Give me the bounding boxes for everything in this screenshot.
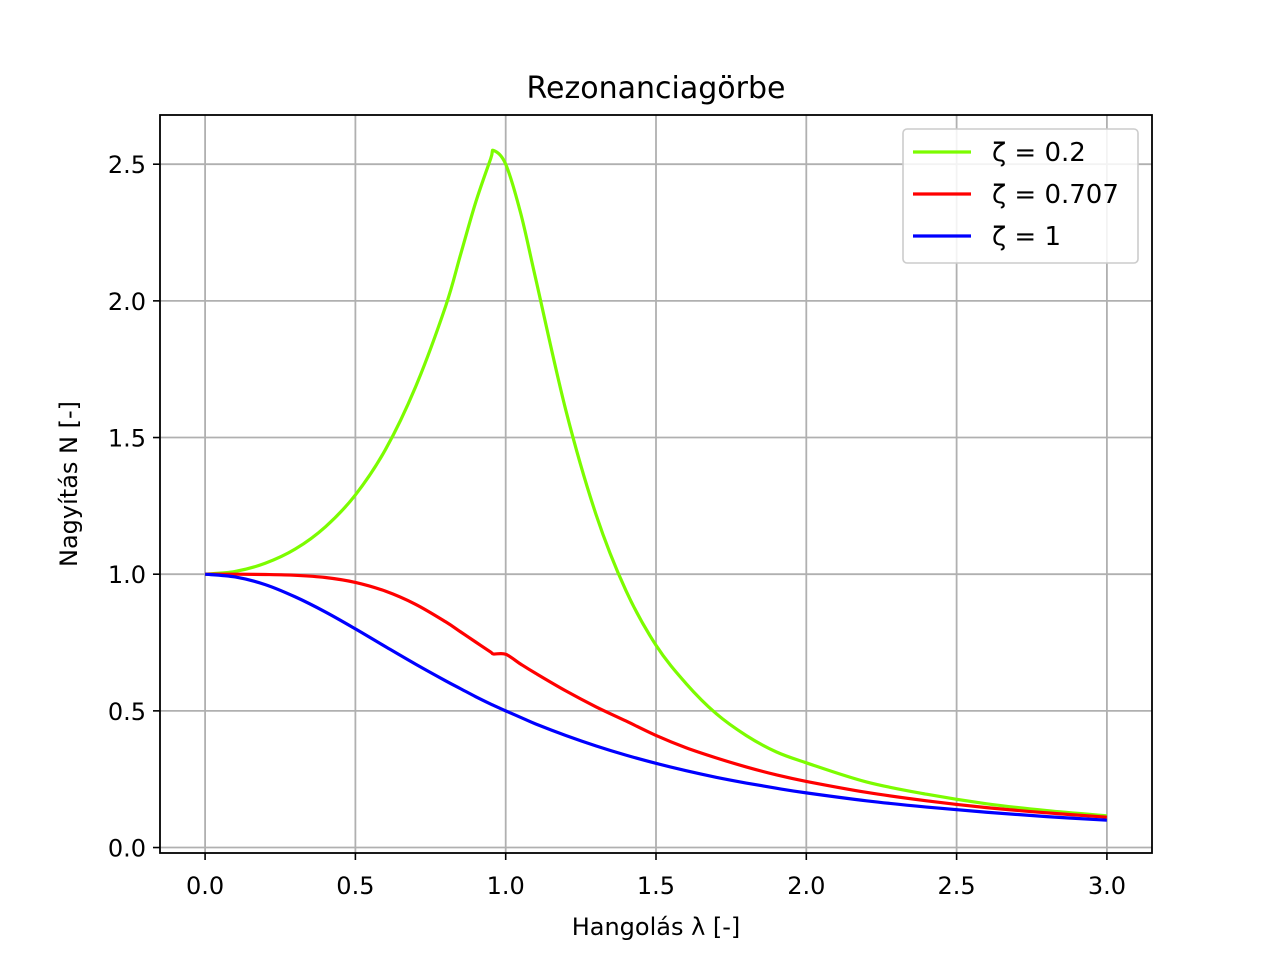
legend-label-3: ζ = 1: [992, 222, 1061, 252]
y-axis-label: Nagyítás N [-]: [55, 401, 83, 567]
y-tick-label: 1.0: [108, 561, 146, 589]
legend-label-2: ζ = 0.707: [992, 180, 1119, 210]
series-line-2: [205, 572, 1108, 819]
x-axis-ticks: 0.0 0.5 1.0 1.5 2.0 2.5 3.0: [186, 853, 1126, 900]
y-tick-label: 2.0: [108, 288, 146, 316]
x-tick-label: 1.0: [487, 872, 525, 900]
grid: [160, 115, 1152, 853]
series-line-1: [204, 148, 1108, 818]
x-tick-label: 0.5: [336, 872, 374, 900]
y-tick-label: 0.0: [108, 835, 146, 863]
legend: ζ = 0.2 ζ = 0.707 ζ = 1: [902, 128, 1139, 264]
x-tick-label: 0.0: [186, 872, 224, 900]
series-line-3: [204, 572, 1108, 822]
x-axis-label: Hangolás λ [-]: [572, 913, 741, 941]
legend-label-1: ζ = 0.2: [992, 138, 1086, 168]
y-tick-label: 0.5: [108, 698, 146, 726]
y-axis-ticks: 0.0 0.5 1.0 1.5 2.0 2.5: [108, 151, 160, 863]
legend-box: [902, 128, 1139, 264]
x-tick-label: 2.0: [787, 872, 825, 900]
series-lines: [204, 148, 1108, 822]
x-tick-label: 2.5: [938, 872, 976, 900]
chart-title: Rezonanciagörbe: [527, 71, 786, 106]
y-tick-label: 2.5: [108, 151, 146, 179]
y-tick-label: 1.5: [108, 425, 146, 453]
x-tick-label: 3.0: [1088, 872, 1126, 900]
x-tick-label: 1.5: [637, 872, 675, 900]
